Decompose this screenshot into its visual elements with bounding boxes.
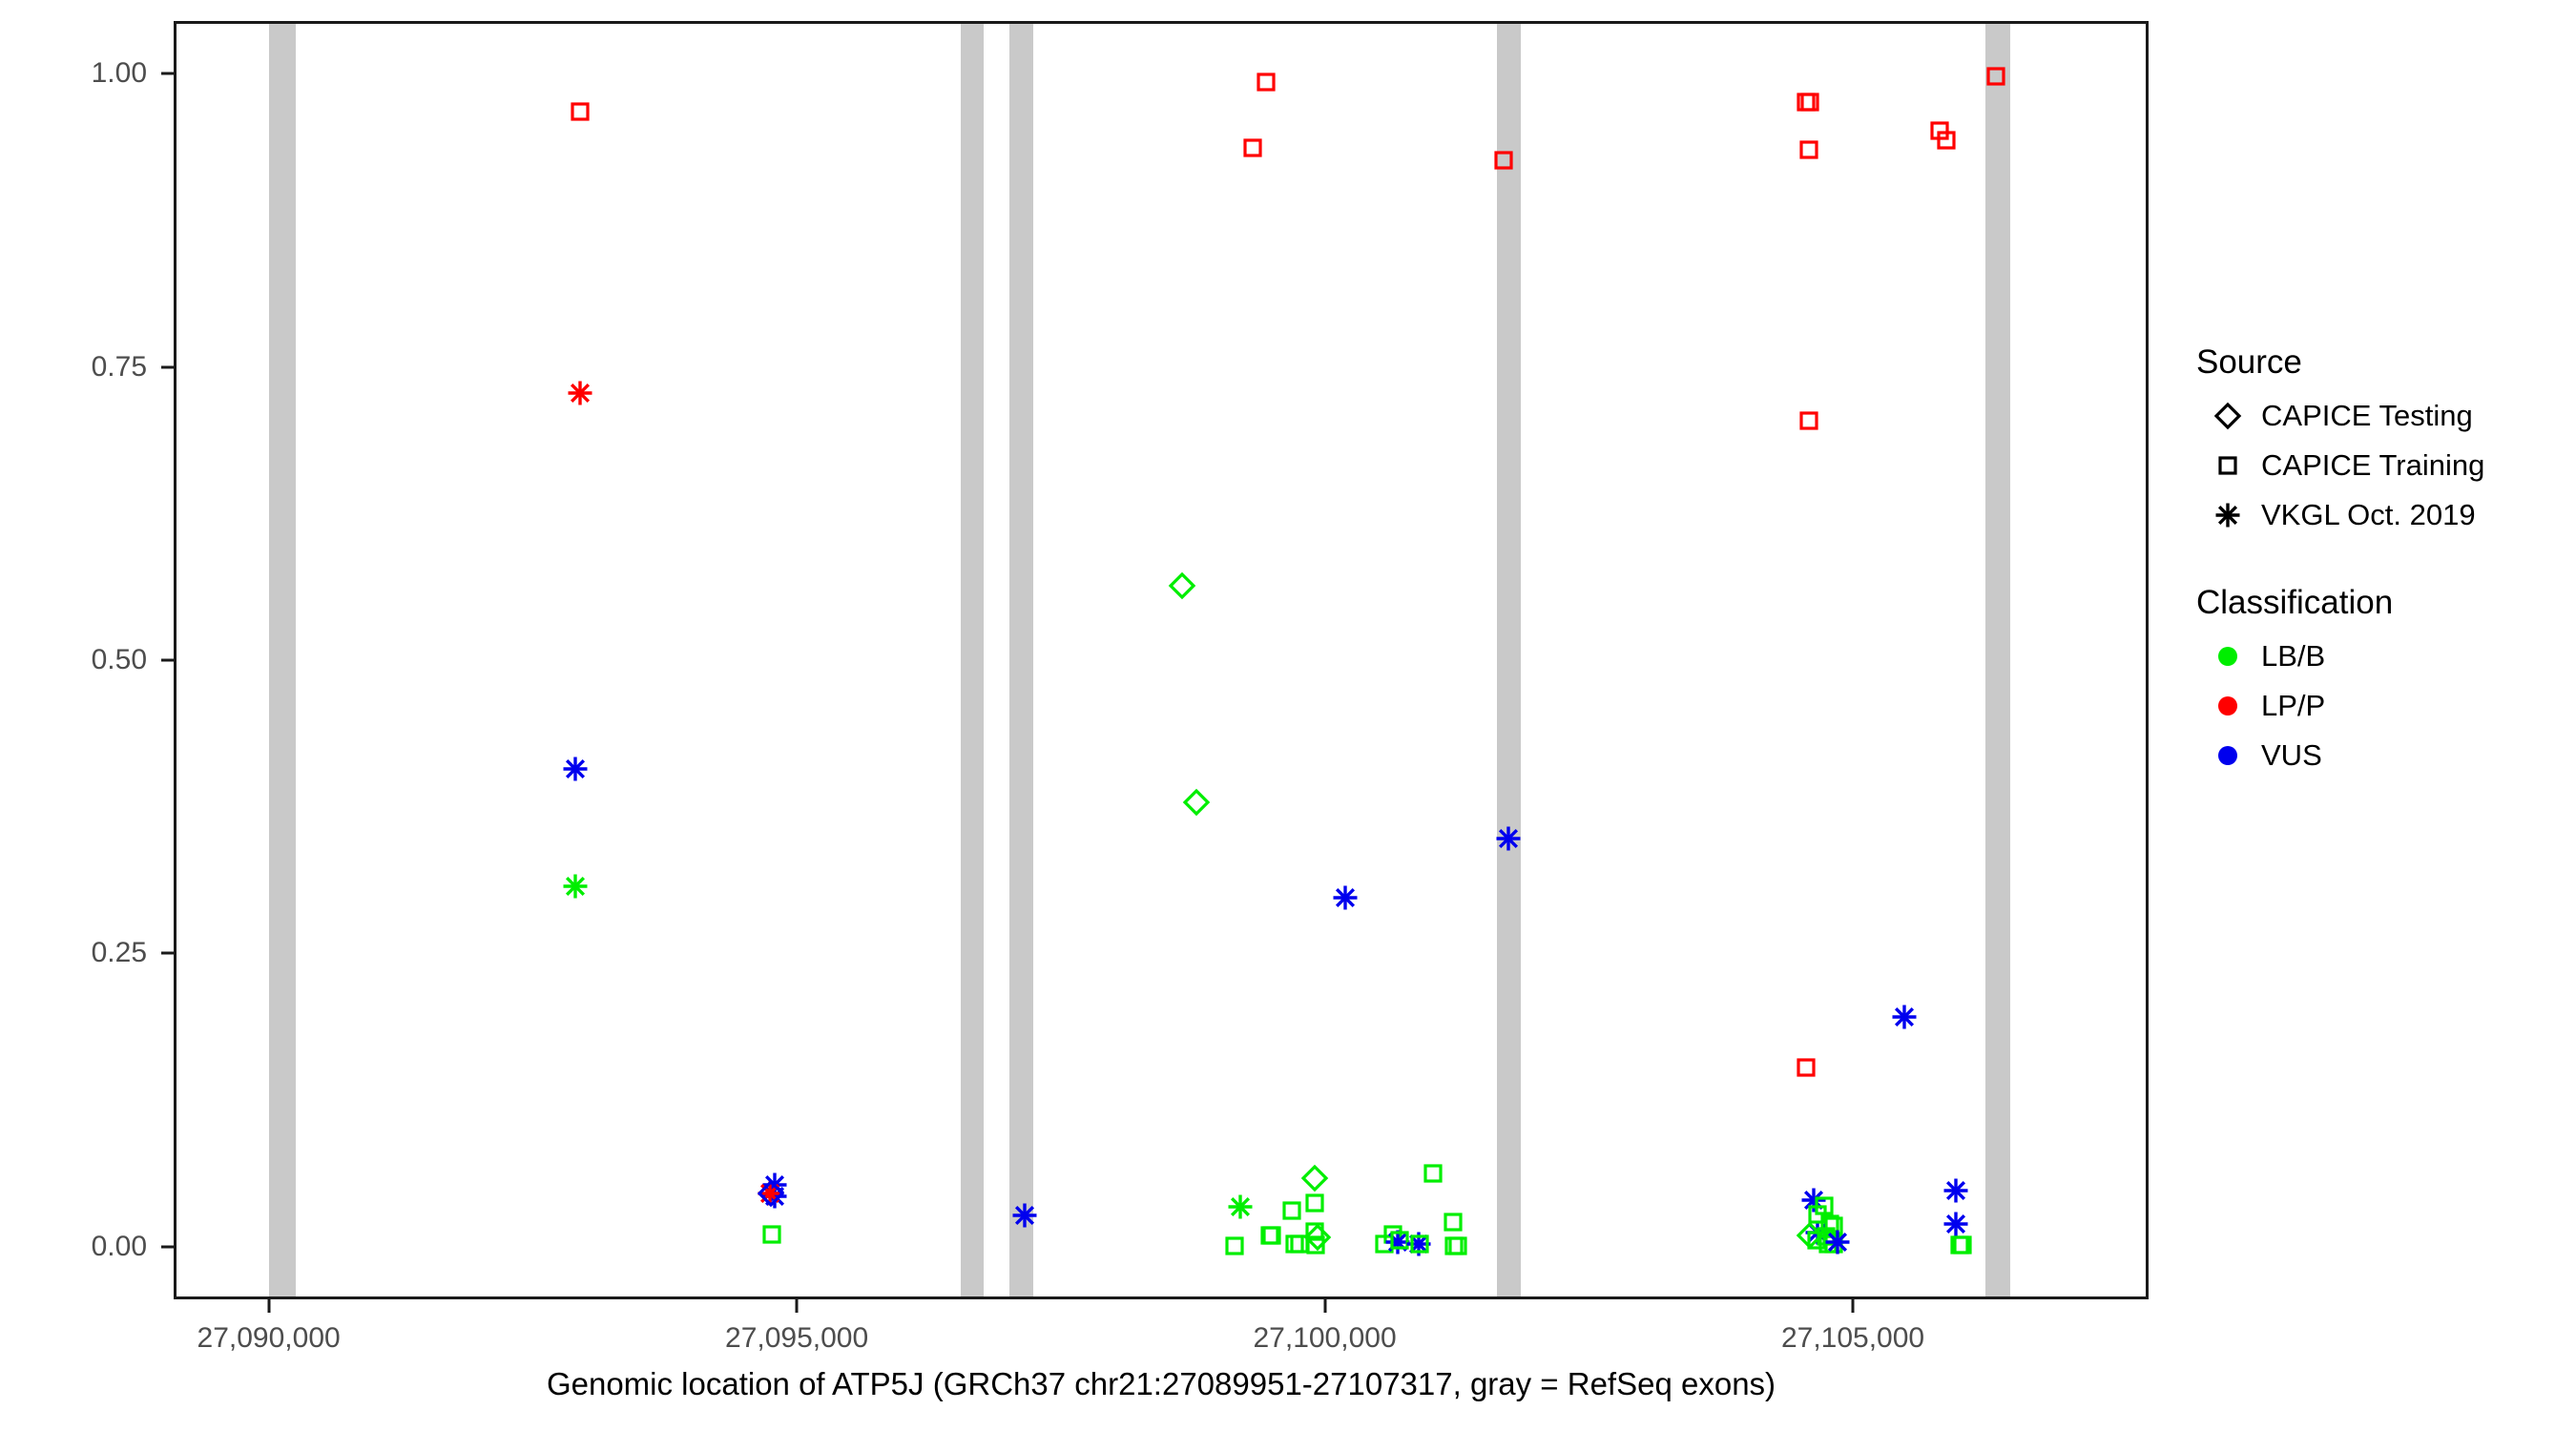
data-point [1168, 571, 1196, 600]
diamond-icon [2194, 402, 2261, 430]
legend-item-lpp[interactable]: LP/P [2194, 681, 2576, 731]
data-point [1226, 1192, 1255, 1221]
data-point [758, 1220, 786, 1249]
data-point [1010, 1201, 1039, 1230]
x-tick-mark [267, 1299, 271, 1313]
legend-group-classification: Classification LB/B LP/P VUS [2194, 584, 2576, 780]
legend-item-lbb[interactable]: LB/B [2194, 632, 2576, 681]
data-point [1300, 1189, 1329, 1217]
data-point [1982, 62, 2010, 91]
color-dot-icon [2194, 692, 2261, 720]
asterisk-icon [2194, 501, 2261, 529]
data-point [1257, 1221, 1286, 1250]
exon-band [1985, 24, 2010, 1296]
x-tick-mark [1851, 1299, 1855, 1313]
color-dot-icon [2194, 642, 2261, 671]
data-point [1489, 146, 1518, 175]
data-point [561, 872, 590, 901]
legend-item-square[interactable]: CAPICE Training [2194, 441, 2576, 490]
data-point [1890, 1003, 1919, 1031]
y-tick-label: 0.00 [91, 1230, 147, 1262]
data-point [1419, 1159, 1447, 1188]
y-tick-mark [161, 365, 174, 369]
y-tick-mark [161, 72, 174, 75]
data-point [1932, 126, 1961, 155]
data-point [1494, 824, 1523, 853]
legend-item-label: CAPICE Testing [2261, 399, 2473, 432]
plot-area [177, 24, 2146, 1296]
legend-item-label: CAPICE Training [2261, 448, 2485, 482]
data-point [1238, 134, 1267, 162]
x-tick-label: 27,105,000 [1780, 1322, 1925, 1354]
legend-item-label: LP/P [2261, 689, 2326, 722]
data-point [1301, 1231, 1330, 1259]
data-point [1823, 1228, 1852, 1256]
data-point [757, 1179, 785, 1208]
x-tick-mark [1323, 1299, 1327, 1313]
y-tick-label: 0.75 [91, 350, 147, 383]
y-tick-mark [161, 1245, 174, 1249]
exon-band [1496, 24, 1522, 1296]
legend-item-label: VKGL Oct. 2019 [2261, 498, 2476, 531]
data-point [566, 97, 594, 126]
square-icon [2194, 451, 2261, 480]
legend-item-vus[interactable]: VUS [2194, 731, 2576, 780]
data-point [1796, 88, 1824, 116]
data-point [1278, 1196, 1306, 1225]
legend-item-label: VUS [2261, 738, 2322, 772]
exon-band [269, 24, 297, 1296]
x-axis-title: Genomic location of ATP5J (GRCh37 chr21:… [546, 1366, 1776, 1401]
y-tick-mark [161, 951, 174, 955]
data-point [1220, 1232, 1249, 1260]
data-point [1444, 1232, 1472, 1260]
data-point [566, 379, 594, 407]
data-point [1819, 1212, 1848, 1240]
data-point [1795, 135, 1823, 164]
data-point [1300, 1164, 1329, 1192]
data-point [1802, 1226, 1831, 1255]
x-tick-label: 27,095,000 [725, 1322, 869, 1354]
exon-band [1009, 24, 1033, 1296]
data-point [561, 755, 590, 783]
color-dot-icon [2194, 741, 2261, 770]
exon-band [961, 24, 984, 1296]
legend-item-diamond[interactable]: CAPICE Testing [2194, 391, 2576, 441]
data-point [1795, 406, 1823, 435]
x-tick-label: 27,090,000 [197, 1322, 341, 1354]
y-tick-mark [161, 658, 174, 662]
data-point [1285, 1230, 1314, 1258]
legend-item-asterisk[interactable]: VKGL Oct. 2019 [2194, 490, 2576, 540]
data-point [1439, 1208, 1467, 1236]
legend: Source CAPICE Testing CAPICE Training VKGL… [2194, 343, 2576, 824]
legend-item-label: LB/B [2261, 639, 2326, 673]
x-tick-label: 27,100,000 [1253, 1322, 1397, 1354]
legend-title-source: Source [2196, 343, 2302, 381]
data-point [1792, 1053, 1820, 1082]
data-point [1948, 1231, 1977, 1259]
data-point [1405, 1230, 1434, 1258]
plot-panel [174, 21, 2149, 1299]
data-point [1331, 883, 1360, 912]
data-point [1942, 1210, 1970, 1238]
data-point [1942, 1176, 1970, 1205]
data-point [1252, 68, 1280, 96]
legend-group-source: Source CAPICE Testing CAPICE Training VKGL… [2194, 343, 2576, 540]
data-point [1810, 1192, 1839, 1220]
data-point [1385, 1226, 1414, 1255]
data-point [1816, 1210, 1844, 1238]
y-tick-label: 0.25 [91, 937, 147, 969]
y-tick-label: 1.00 [91, 57, 147, 90]
data-point [1182, 788, 1211, 817]
data-point [1303, 1223, 1332, 1252]
x-tick-mark [795, 1299, 799, 1313]
legend-title-classification: Classification [2196, 584, 2394, 621]
y-tick-label: 0.50 [91, 644, 147, 675]
